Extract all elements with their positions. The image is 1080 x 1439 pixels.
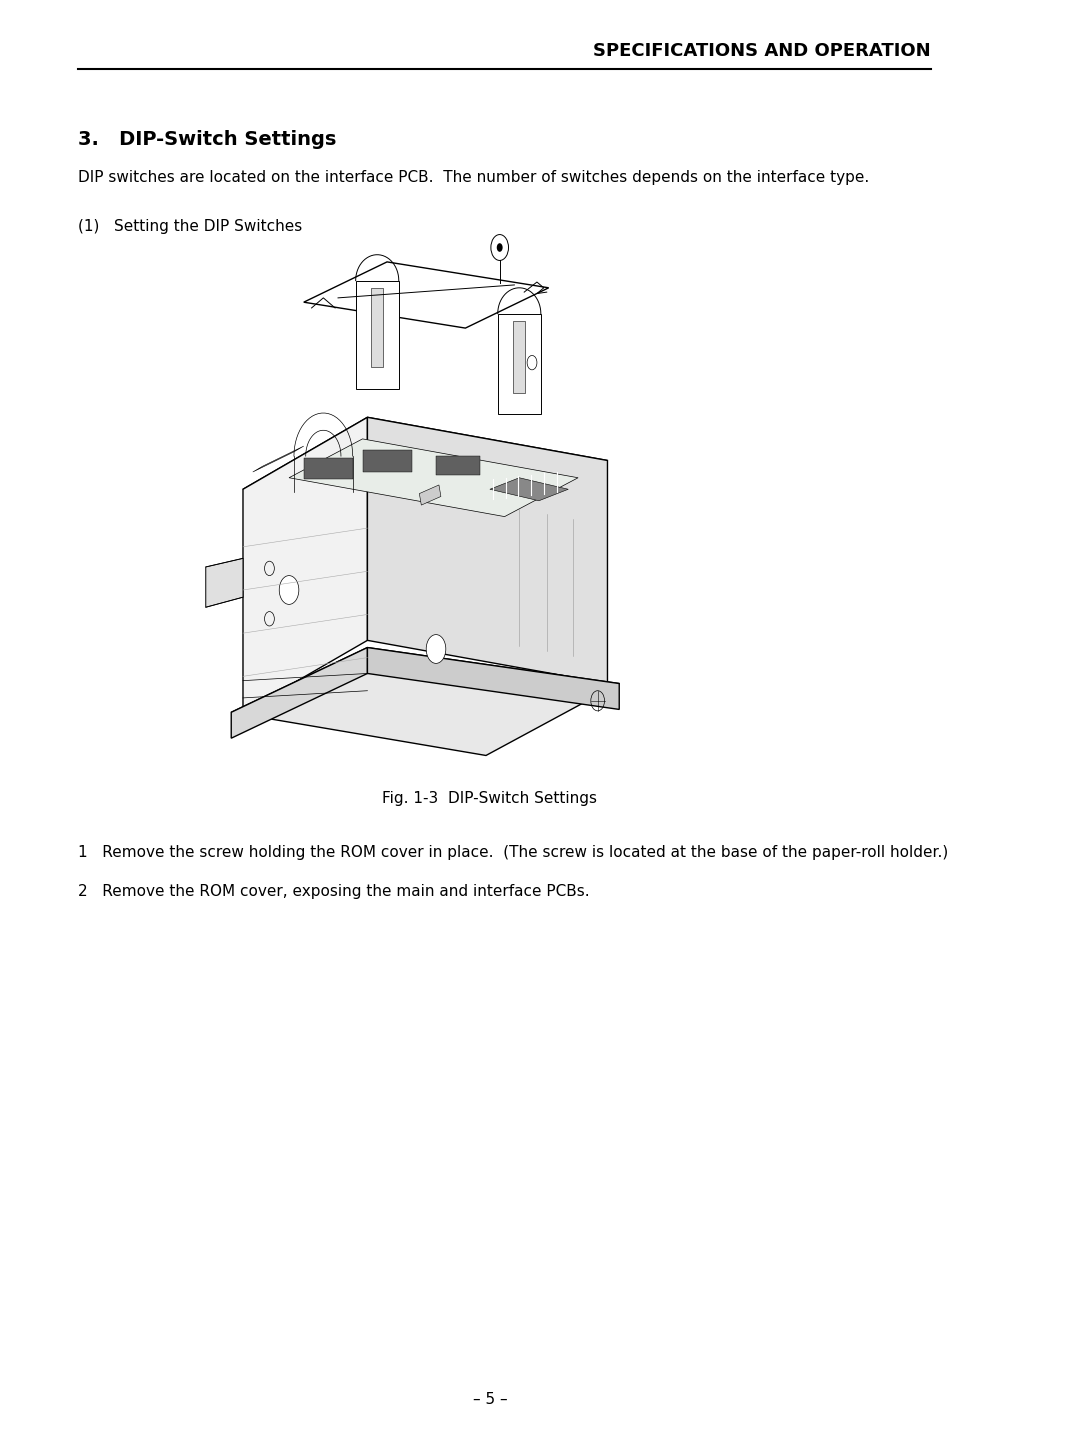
Polygon shape [289,439,578,517]
Text: – 5 –: – 5 – [473,1393,508,1407]
Text: 3.   DIP-Switch Settings: 3. DIP-Switch Settings [79,130,337,148]
Text: SPECIFICATIONS AND OPERATION: SPECIFICATIONS AND OPERATION [593,42,931,60]
Text: Fig. 1-3  DIP-Switch Settings: Fig. 1-3 DIP-Switch Settings [382,791,597,806]
Text: 2   Remove the ROM cover, exposing the main and interface PCBs.: 2 Remove the ROM cover, exposing the mai… [79,884,590,898]
Polygon shape [303,458,353,479]
Circle shape [280,576,299,604]
Polygon shape [367,648,619,709]
Polygon shape [367,417,607,684]
Polygon shape [355,281,399,389]
Polygon shape [231,648,367,738]
Polygon shape [206,558,243,607]
Polygon shape [253,446,303,472]
Polygon shape [303,262,549,328]
Circle shape [427,635,446,663]
Polygon shape [419,485,441,505]
Polygon shape [243,417,367,712]
Polygon shape [513,321,525,393]
Text: (1)   Setting the DIP Switches: (1) Setting the DIP Switches [79,219,302,233]
Polygon shape [243,417,607,532]
Polygon shape [498,314,541,414]
Text: DIP switches are located on the interface PCB.  The number of switches depends o: DIP switches are located on the interfac… [79,170,869,184]
Polygon shape [363,450,411,472]
Polygon shape [490,478,568,501]
Polygon shape [436,456,481,475]
Polygon shape [231,648,619,755]
Text: 1   Remove the screw holding the ROM cover in place.  (The screw is located at t: 1 Remove the screw holding the ROM cover… [79,845,948,859]
Polygon shape [372,288,383,367]
Circle shape [497,243,502,252]
